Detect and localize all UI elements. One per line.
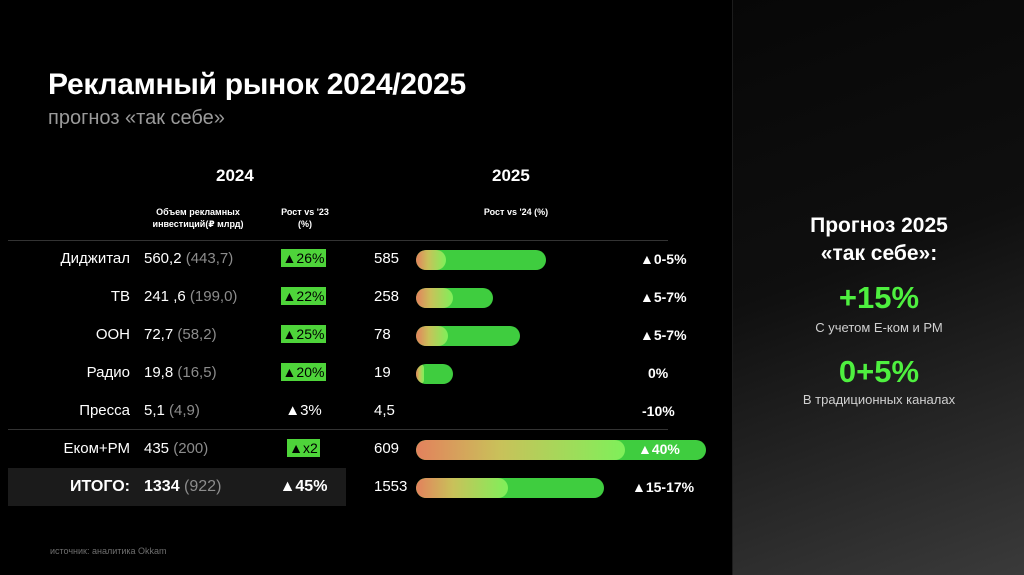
channel-label: Радио — [86, 364, 130, 381]
forecast-value-total: +15% — [838, 280, 920, 315]
growth-vs-23-badge: ▲45% — [279, 478, 328, 495]
value-2023: (16,5) — [177, 364, 217, 381]
bar-2025-fill — [416, 288, 453, 308]
growth-vs-23-cell: ▲20% — [276, 354, 331, 392]
page-title: Рекламный рынок 2024/2025 — [48, 68, 466, 101]
table-row: ООН 72,7 (58,2) ▲25% 78 ▲5-7% — [0, 316, 732, 354]
growth-23-column-header-line1: Рост vs '23 — [281, 207, 329, 217]
value-2024: 72,7 — [144, 326, 174, 343]
volume-column-header-line2: инвестиций(₽ млрд) — [152, 219, 244, 229]
channel-label: ТВ — [110, 288, 130, 305]
value-2023: (4,9) — [169, 402, 200, 419]
value-2024-cell: 5,1 (4,9) — [144, 392, 200, 430]
total-row: ИТОГО: 1334 (922) ▲45% 1553 ▲15-17% — [0, 468, 732, 506]
value-2024-cell: 72,7 (58,2) — [144, 316, 217, 354]
growth-vs-23-cell: ▲26% — [276, 240, 331, 278]
volume-column-header: Объем рекламных инвестиций(₽ млрд) — [140, 206, 256, 230]
value-2025: 19 — [374, 364, 391, 381]
value-2023: (922) — [184, 478, 222, 495]
growth-vs-24-label: ▲40% — [638, 441, 680, 457]
value-2023: (200) — [173, 440, 209, 457]
table-row: Радио 19,8 (16,5) ▲20% 19 0% — [0, 354, 732, 392]
ecom-divider — [8, 429, 668, 430]
growth-vs-23-badge: ▲22% — [280, 287, 327, 305]
value-2025: 258 — [374, 288, 400, 305]
table-row: Пресса 5,1 (4,9) ▲3% 4,5 -10% — [0, 392, 732, 430]
value-2025: 1553 — [374, 478, 408, 495]
growth-vs-24-label: ▲5-7% — [640, 289, 687, 305]
growth-vs-24-label: ▲5-7% — [640, 327, 687, 343]
year-2024-header: 2024 — [216, 166, 254, 185]
value-2025: 585 — [374, 250, 400, 267]
table-row: ТВ 241 ,6 (199,0) ▲22% 258 ▲5-7% — [0, 278, 732, 316]
growth-23-column-header-line2: (%) — [298, 219, 312, 229]
growth-vs-24-label: ▲0-5% — [640, 251, 687, 267]
channel-label: ИТОГО: — [70, 478, 130, 495]
value-2024: 1334 — [144, 478, 180, 495]
value-2024-cell: 1334 (922) — [144, 468, 221, 506]
table-row: Диджитал 560,2 (443,7) ▲26% 585 ▲0-5% — [0, 240, 732, 278]
growth-24-column-header: Рост vs '24 (%) — [483, 207, 549, 217]
forecast-caption-traditional: В традиционных каналах — [802, 392, 956, 407]
value-2025: 4,5 — [374, 402, 395, 419]
value-2023: (199,0) — [189, 288, 238, 305]
value-2024: 435 — [144, 440, 170, 457]
channel-label: ООН — [95, 326, 130, 343]
main-slide: Рекламный рынок 2024/2025 прогноз «так с… — [0, 68, 732, 556]
growth-vs-24-label: ▲15-17% — [632, 479, 695, 495]
channel-label: Диджитал — [60, 250, 131, 267]
value-2025: 78 — [374, 326, 391, 343]
bar-2025-fill — [416, 326, 448, 346]
forecast-value-traditional: 0+5% — [838, 354, 920, 389]
bar-2025-fill — [416, 478, 508, 498]
channel-label: Еком+РМ — [63, 440, 130, 457]
growth-vs-23-cell: ▲45% — [276, 468, 331, 506]
forecast-title: Прогноз 2025 «так себе»: — [733, 212, 1024, 268]
forecast-title-line2: «так себе»: — [820, 242, 938, 265]
bar-2025-fill — [416, 250, 446, 270]
growth-vs-23-badge: ▲x2 — [287, 439, 320, 457]
bar-2025-fill — [416, 440, 625, 460]
bar-2025 — [416, 326, 520, 346]
forecast-caption-total: С учетом Е-ком и РМ — [815, 320, 943, 335]
bar-2025 — [416, 478, 604, 498]
growth-vs-23-cell: ▲22% — [276, 278, 331, 316]
bar-2025-fill — [416, 364, 424, 384]
bar-2025 — [416, 440, 706, 460]
value-2024: 19,8 — [144, 364, 174, 381]
value-2024: 241 ,6 — [144, 288, 186, 305]
value-2025: 609 — [374, 440, 400, 457]
year-2025-header: 2025 — [492, 166, 530, 185]
source-note: источник: аналитика Okkam — [50, 546, 167, 556]
growth-23-column-header: Рост vs '23 (%) — [266, 206, 344, 230]
growth-vs-23-badge: ▲3% — [285, 402, 322, 419]
value-2024: 560,2 — [144, 250, 182, 267]
growth-vs-23-cell: ▲3% — [276, 392, 331, 430]
growth-vs-23-badge: ▲20% — [280, 363, 327, 381]
value-2024-cell: 560,2 (443,7) — [144, 240, 233, 278]
value-2024-cell: 435 (200) — [144, 430, 208, 468]
value-2023: (443,7) — [185, 250, 234, 267]
total-row-background — [8, 468, 346, 506]
value-2024-cell: 241 ,6 (199,0) — [144, 278, 237, 316]
value-2024-cell: 19,8 (16,5) — [144, 354, 217, 392]
growth-vs-23-badge: ▲25% — [280, 325, 327, 343]
value-2023: (58,2) — [177, 326, 217, 343]
channel-label: Пресса — [79, 402, 130, 419]
value-2024: 5,1 — [144, 402, 165, 419]
page-subtitle: прогноз «так себе» — [48, 107, 225, 129]
header-divider — [8, 240, 668, 241]
volume-column-header-line1: Объем рекламных — [156, 207, 240, 217]
growth-vs-23-cell: ▲x2 — [276, 430, 331, 468]
forecast-panel: Прогноз 2025 «так себе»: +15% С учетом Е… — [732, 0, 1024, 575]
growth-vs-24-label: 0% — [648, 365, 669, 381]
bar-2025 — [416, 250, 546, 270]
bar-2025 — [416, 288, 493, 308]
growth-vs-23-cell: ▲25% — [276, 316, 331, 354]
forecast-title-line1: Прогноз 2025 — [810, 214, 948, 237]
bar-2025 — [416, 364, 453, 384]
growth-vs-24-label: -10% — [642, 403, 675, 419]
growth-vs-23-badge: ▲26% — [280, 249, 327, 267]
table-row: Еком+РМ 435 (200) ▲x2 609 ▲40% — [0, 430, 732, 468]
